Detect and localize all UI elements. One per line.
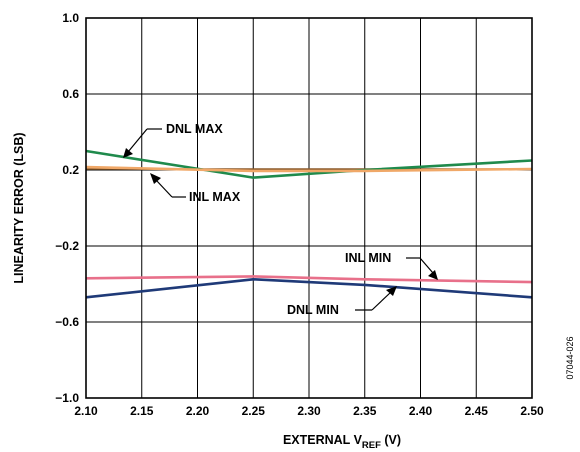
x-tick-labels: 2.10 2.15 2.20 2.25 2.30 2.35 2.40 2.45 2.50 [74, 404, 544, 418]
series-line-dnl-max [85, 149, 533, 179]
y-tick-label: 0.6 [62, 87, 79, 101]
x-tick-label: 2.35 [353, 404, 377, 418]
y-tick-label: −0.6 [55, 315, 79, 329]
y-tick-label: 0.2 [62, 163, 79, 177]
inl-min-leader-diag [419, 257, 434, 274]
y-tick-label: 1.0 [62, 11, 79, 25]
series-line-inl-min [85, 275, 533, 284]
plot-frame [85, 17, 533, 399]
inl-min-arrow [428, 270, 438, 280]
x-tick-label: 2.20 [186, 404, 210, 418]
inl-max-leader-diag [155, 179, 173, 198]
y-tick-label: −1.0 [55, 391, 79, 405]
dnl-min-label: DNL MIN [287, 303, 339, 317]
series-lines [85, 149, 533, 299]
y-tick-labels: −1.0 −0.6 −0.2 0.2 0.6 1.0 [55, 11, 79, 405]
dnl-min-leader-diag [371, 291, 392, 311]
x-tick-label: 2.40 [409, 404, 433, 418]
x-axis-title: EXTERNAL VREF (V) [283, 433, 401, 451]
y-tick-label: −0.2 [55, 239, 79, 253]
y-axis-title: LINEARITY ERROR (LSB) [12, 132, 26, 283]
x-tick-label: 2.30 [297, 404, 321, 418]
inl-max-label: INL MAX [189, 190, 241, 204]
series-line-inl-max [85, 165, 533, 173]
inl-max-arrow [150, 173, 161, 184]
x-tick-label: 2.15 [130, 404, 154, 418]
x-tick-label: 2.50 [520, 404, 544, 418]
dnl-max-arrow [123, 148, 133, 158]
dnl-max-label: DNL MAX [166, 122, 223, 136]
figure-id: 07044-026 [565, 336, 575, 379]
x-tick-label: 2.10 [74, 404, 98, 418]
series-line-dnl-min [85, 277, 533, 299]
inl-min-label: INL MIN [345, 251, 391, 265]
x-tick-label: 2.45 [465, 404, 489, 418]
x-tick-label: 2.25 [242, 404, 266, 418]
dnl-min-arrow [386, 286, 397, 296]
annotations: DNL MAX INL MAX INL MIN DNL MIN [123, 122, 438, 317]
dnl-max-leader-diag [127, 128, 148, 153]
grid [85, 17, 533, 399]
